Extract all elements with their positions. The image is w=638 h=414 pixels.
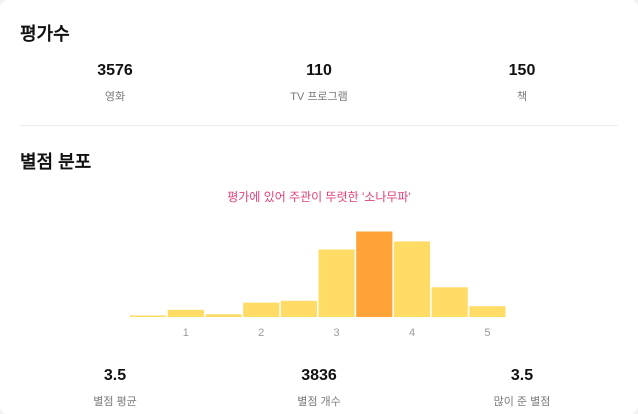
- histogram-bar-3: [318, 249, 355, 317]
- counts-title: 평가수: [20, 24, 70, 44]
- summary-most-given: 3.5 많이 준 별점: [442, 367, 602, 409]
- histogram-bar-4: [393, 241, 431, 317]
- count-books[interactable]: 150 책: [442, 62, 602, 104]
- count-tv[interactable]: 110 TV 프로그램: [239, 62, 399, 104]
- summary-count: 3836 별점 개수: [239, 367, 399, 409]
- count-tv-value: 110: [306, 62, 332, 79]
- summary-count-label: 별점 개수: [297, 396, 341, 408]
- histogram-tick-4: 4: [409, 327, 415, 339]
- summary-most-given-label: 많이 준 별점: [493, 396, 551, 408]
- summary-average-value: 3.5: [103, 367, 127, 384]
- count-books-label: 책: [516, 91, 528, 103]
- histogram-bar-1: [167, 309, 204, 317]
- summary-average: 3.5 별점 평균: [35, 367, 195, 409]
- count-tv-label: TV 프로그램: [290, 91, 348, 103]
- count-movies[interactable]: 3576 영화: [35, 62, 195, 104]
- histogram-bar-2: [243, 302, 280, 317]
- histogram-tick-1: 1: [183, 327, 189, 339]
- count-movies-label: 영화: [104, 91, 126, 103]
- histogram-bar-4.5: [431, 287, 468, 317]
- summary-most-given-value: 3.5: [510, 367, 534, 384]
- histogram-bar-2.5: [280, 300, 317, 317]
- section-divider: [20, 125, 618, 126]
- histogram-bar-1.5: [205, 314, 242, 317]
- histogram-tick-3: 3: [334, 327, 340, 339]
- rating-type-caption: 평가에 있어 주관이 뚜렷한 '소나무파': [227, 190, 411, 204]
- summary-average-label: 별점 평균: [93, 396, 137, 408]
- histogram-bar-0.5: [130, 315, 167, 317]
- summary-count-value: 3836: [301, 367, 337, 384]
- histogram-tick-5: 5: [484, 327, 490, 339]
- count-books-value: 150: [508, 62, 536, 79]
- histogram-tick-2: 2: [258, 327, 264, 339]
- histogram-bar-3.5: [356, 231, 393, 317]
- distribution-title: 별점 분포: [20, 152, 92, 172]
- histogram-bar-5: [469, 306, 506, 317]
- count-movies-value: 3576: [97, 62, 133, 79]
